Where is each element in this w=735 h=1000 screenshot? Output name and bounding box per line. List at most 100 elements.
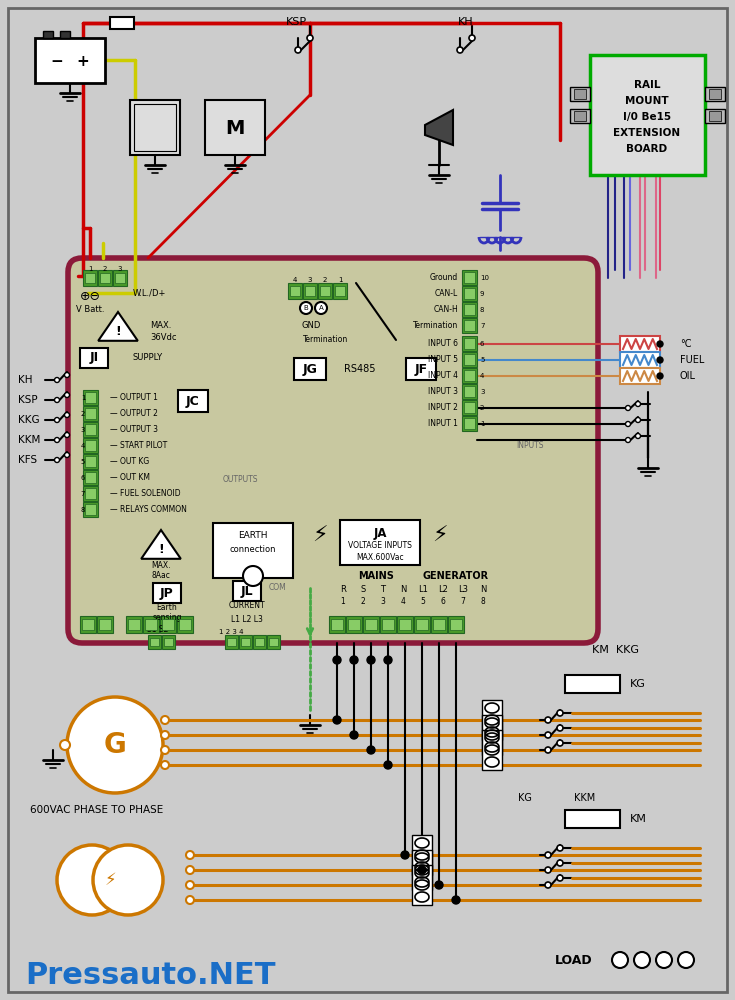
Text: 7: 7 [461, 596, 465, 605]
Text: — OUT KM: — OUT KM [110, 474, 150, 483]
Bar [340, 520, 420, 565]
Bar [83, 422, 98, 437]
Bar [329, 616, 345, 633]
Circle shape [612, 952, 628, 968]
Circle shape [469, 35, 475, 41]
Circle shape [657, 373, 663, 379]
Text: °C: °C [680, 339, 692, 349]
Circle shape [545, 852, 551, 858]
Text: 4: 4 [480, 373, 484, 379]
Circle shape [67, 697, 163, 793]
Text: EXTENSION: EXTENSION [614, 128, 681, 138]
Bar [113, 270, 127, 286]
Text: KKM: KKM [574, 793, 595, 803]
Circle shape [161, 746, 169, 754]
Bar [162, 619, 174, 630]
Text: L1 L2 L3: L1 L2 L3 [231, 615, 263, 624]
Text: KSP: KSP [285, 17, 306, 27]
Circle shape [161, 731, 169, 739]
Circle shape [401, 851, 409, 859]
Bar [80, 616, 96, 633]
Bar [462, 416, 477, 431]
Bar [450, 619, 462, 630]
Bar [462, 352, 477, 367]
Circle shape [636, 401, 640, 406]
Bar [482, 715, 502, 755]
Text: — OUTPUT 1: — OUTPUT 1 [110, 393, 158, 402]
Bar [83, 470, 98, 485]
Circle shape [636, 418, 640, 422]
Bar [363, 616, 379, 633]
Bar [464, 272, 475, 283]
Bar [239, 635, 252, 649]
Bar [462, 302, 477, 317]
Text: 4: 4 [401, 596, 406, 605]
Circle shape [557, 710, 563, 716]
Text: KG: KG [518, 793, 532, 803]
Text: 1 2 3 4: 1 2 3 4 [219, 629, 243, 635]
Text: MAX.600Vac: MAX.600Vac [356, 554, 404, 562]
Text: JI: JI [90, 352, 98, 364]
Text: 600VAC PHASE TO PHASE: 600VAC PHASE TO PHASE [30, 805, 163, 815]
Bar [85, 408, 96, 419]
Text: V Batt.: V Batt. [76, 306, 104, 314]
Circle shape [65, 412, 70, 418]
FancyBboxPatch shape [68, 258, 598, 643]
Bar [565, 675, 620, 693]
Bar [85, 273, 95, 283]
Circle shape [161, 761, 169, 769]
Circle shape [634, 952, 650, 968]
Circle shape [307, 35, 313, 41]
Circle shape [186, 851, 194, 859]
Text: INPUT 4: INPUT 4 [428, 371, 458, 380]
Bar [464, 402, 475, 413]
Bar [83, 502, 98, 517]
Text: 3: 3 [81, 427, 85, 433]
Bar [227, 638, 236, 646]
Text: CAN-L: CAN-L [434, 290, 458, 298]
Circle shape [435, 881, 443, 889]
Circle shape [54, 418, 60, 422]
Circle shape [384, 656, 392, 664]
Bar [134, 104, 176, 151]
Polygon shape [141, 530, 181, 559]
Text: RAIL: RAIL [634, 80, 660, 90]
Text: MAINS: MAINS [358, 571, 394, 581]
Bar [574, 111, 586, 121]
Text: JG: JG [303, 362, 318, 375]
Circle shape [636, 434, 640, 438]
Bar [267, 635, 280, 649]
Circle shape [657, 357, 663, 363]
Circle shape [295, 47, 301, 53]
Bar [570, 87, 590, 101]
Text: JF: JF [415, 362, 428, 375]
Text: INPUTS: INPUTS [516, 442, 544, 450]
Bar [399, 619, 411, 630]
Text: W.L./D+: W.L./D+ [133, 288, 166, 298]
Text: 2: 2 [480, 405, 484, 411]
Bar [148, 635, 161, 649]
Bar [590, 55, 705, 175]
Text: 2: 2 [323, 277, 327, 283]
Circle shape [186, 881, 194, 889]
Bar [162, 635, 175, 649]
Bar [705, 87, 725, 101]
Bar [80, 348, 108, 368]
Bar [620, 352, 660, 368]
Text: 8: 8 [480, 307, 484, 313]
Bar [320, 286, 330, 296]
Bar [365, 619, 377, 630]
Bar [85, 504, 96, 515]
Circle shape [384, 761, 392, 769]
Text: — OUTPUT 2: — OUTPUT 2 [110, 410, 158, 418]
Bar [241, 638, 250, 646]
Text: S: S [360, 585, 365, 594]
Text: B: B [304, 305, 309, 311]
Text: +: + [76, 53, 90, 68]
Text: 1: 1 [338, 277, 343, 283]
Text: INPUT 1: INPUT 1 [428, 420, 458, 428]
Text: KH: KH [18, 375, 32, 385]
Text: 6: 6 [480, 341, 484, 347]
Text: — START PILOT: — START PILOT [110, 442, 168, 450]
Text: ⚡: ⚡ [104, 871, 116, 889]
